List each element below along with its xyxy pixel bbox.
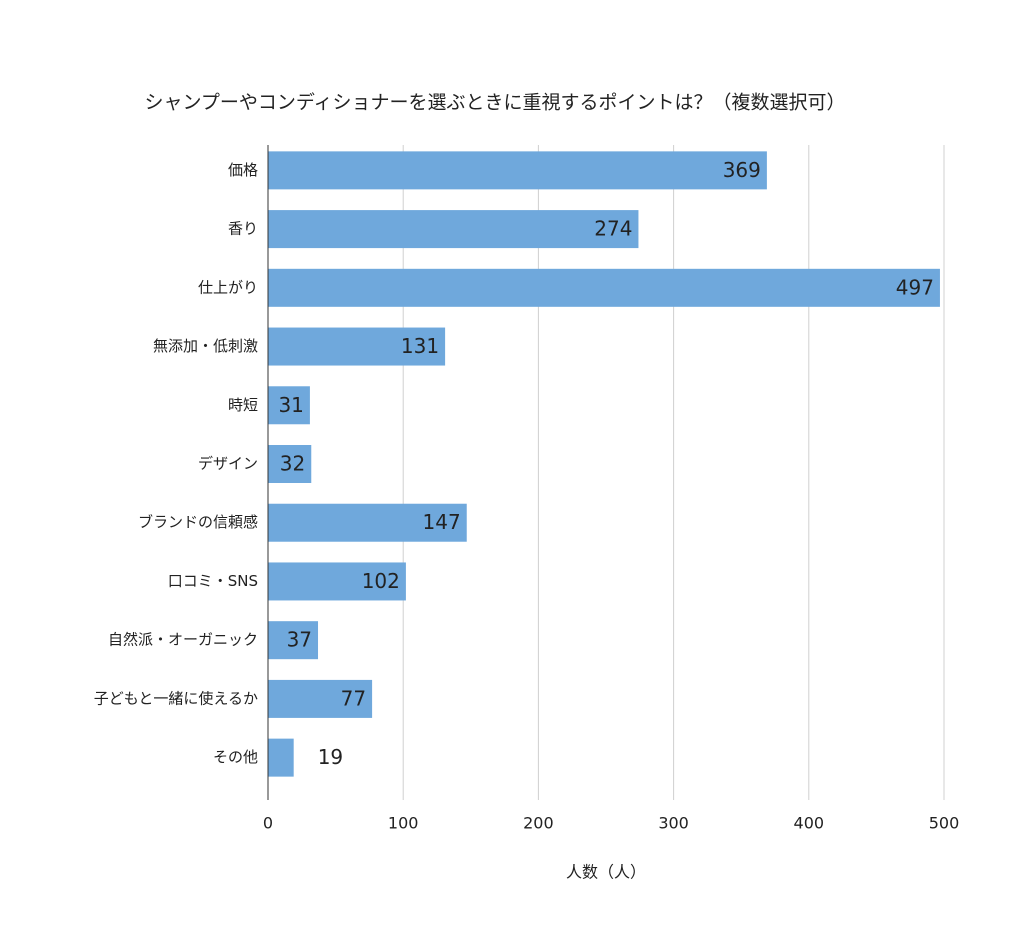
bar bbox=[268, 738, 294, 777]
y-tick-label: 時短 bbox=[228, 396, 258, 414]
bar bbox=[268, 679, 373, 718]
value-label: 131 bbox=[401, 334, 439, 358]
value-label: 274 bbox=[594, 217, 632, 241]
bar bbox=[268, 268, 940, 307]
bar bbox=[268, 151, 767, 190]
value-label: 497 bbox=[896, 275, 934, 299]
bar bbox=[268, 621, 319, 660]
value-label: 102 bbox=[362, 569, 400, 593]
bar bbox=[268, 562, 406, 601]
bar bbox=[268, 445, 312, 483]
bar bbox=[268, 210, 639, 249]
bar bbox=[268, 386, 310, 425]
y-tick-label: その他 bbox=[213, 748, 258, 766]
x-axis-label: 人数（人） bbox=[566, 863, 646, 882]
x-tick-label: 400 bbox=[794, 814, 825, 833]
x-tick-label: 100 bbox=[388, 814, 419, 833]
bar bbox=[268, 503, 467, 542]
value-label: 369 bbox=[723, 158, 761, 182]
y-tick-label: 無添加・低刺激 bbox=[153, 337, 258, 355]
value-label: 19 bbox=[318, 745, 343, 769]
value-label: 147 bbox=[423, 510, 461, 534]
y-tick-label: 子どもと一緒に使えるか bbox=[94, 689, 258, 707]
y-tick-label: 価格 bbox=[228, 161, 258, 179]
x-tick-label: 500 bbox=[929, 814, 960, 833]
value-label: 31 bbox=[278, 393, 303, 417]
y-tick-label: ブランドの信頼感 bbox=[138, 513, 258, 531]
value-label: 37 bbox=[287, 628, 312, 652]
y-tick-label: 自然派・オーガニック bbox=[108, 631, 258, 649]
y-tick-label: 香り bbox=[228, 220, 258, 238]
bar bbox=[268, 327, 446, 366]
chart-title: シャンプーやコンディショナーを選ぶときに重視するポイントは？（複数選択可） bbox=[144, 92, 845, 114]
y-tick-label: 口コミ・SNS bbox=[168, 572, 258, 590]
value-label: 77 bbox=[341, 686, 366, 710]
x-tick-label: 0 bbox=[263, 814, 273, 833]
y-tick-label: デザイン bbox=[198, 455, 258, 473]
x-tick-label: 200 bbox=[523, 814, 554, 833]
y-tick-label: 仕上がり bbox=[198, 278, 258, 296]
x-tick-label: 300 bbox=[658, 814, 689, 833]
value-label: 32 bbox=[280, 452, 305, 476]
